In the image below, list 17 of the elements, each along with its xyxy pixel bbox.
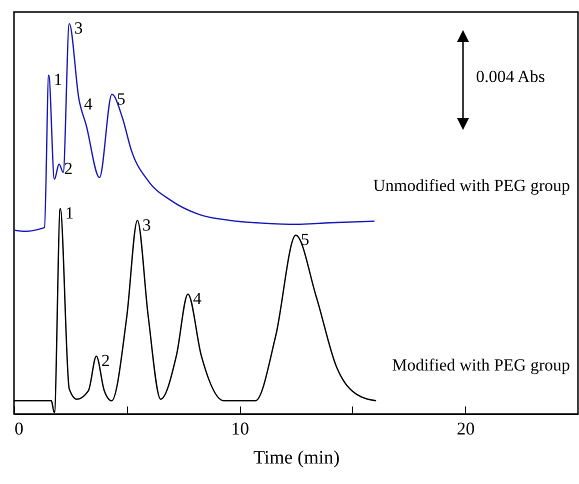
annotation: 5	[116, 89, 126, 108]
annotation: 5	[300, 230, 310, 250]
annotation: 1	[65, 204, 74, 223]
annotation: 4	[84, 94, 93, 114]
annotation: 3	[74, 18, 83, 38]
x-tick-label: 10	[231, 418, 250, 438]
series-label: Modified with PEG group	[392, 356, 570, 375]
annotation: 2	[101, 351, 110, 370]
annotation: 3	[142, 215, 151, 234]
annotation: 1	[54, 70, 62, 90]
annotation: 2	[64, 159, 73, 178]
x-tick-label: 0	[14, 418, 24, 438]
series-label: Unmodified with PEG group	[373, 176, 570, 196]
x-axis-title: Time (min)	[253, 448, 340, 468]
annotation: 0.004 Abs	[476, 67, 545, 87]
annotation: 4	[192, 289, 202, 308]
x-tick-label: 20	[456, 418, 475, 438]
